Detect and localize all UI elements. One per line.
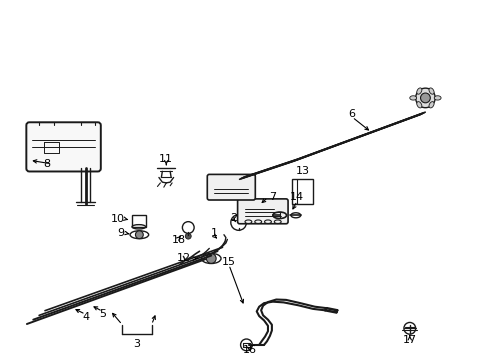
Circle shape: [420, 93, 429, 103]
Ellipse shape: [428, 88, 433, 94]
Text: 16: 16: [242, 345, 256, 355]
Text: 17: 17: [402, 335, 416, 345]
Text: 1: 1: [210, 228, 217, 238]
Text: 11: 11: [159, 154, 173, 165]
Text: 2: 2: [230, 213, 237, 223]
Bar: [292, 179, 312, 204]
Text: 9: 9: [118, 228, 124, 238]
Text: 8: 8: [43, 159, 50, 169]
Ellipse shape: [409, 96, 416, 100]
Ellipse shape: [433, 96, 440, 100]
Circle shape: [206, 253, 216, 264]
FancyBboxPatch shape: [207, 174, 255, 200]
Circle shape: [135, 231, 143, 239]
Ellipse shape: [428, 102, 433, 108]
FancyBboxPatch shape: [26, 122, 101, 171]
Text: 5: 5: [99, 309, 106, 319]
Ellipse shape: [416, 102, 421, 108]
Text: 4: 4: [82, 312, 89, 322]
Bar: [132, 215, 145, 227]
Circle shape: [415, 88, 434, 108]
Text: 10: 10: [110, 214, 124, 224]
Text: 15: 15: [222, 257, 235, 267]
Text: 14: 14: [290, 192, 304, 202]
Text: 6: 6: [348, 109, 355, 120]
Text: 7: 7: [269, 192, 276, 202]
Ellipse shape: [416, 88, 421, 94]
Circle shape: [185, 233, 191, 239]
Text: 12: 12: [176, 253, 190, 264]
Text: 3: 3: [133, 339, 140, 349]
Text: 18: 18: [171, 235, 185, 246]
Text: 13: 13: [295, 166, 309, 176]
FancyBboxPatch shape: [237, 199, 287, 224]
